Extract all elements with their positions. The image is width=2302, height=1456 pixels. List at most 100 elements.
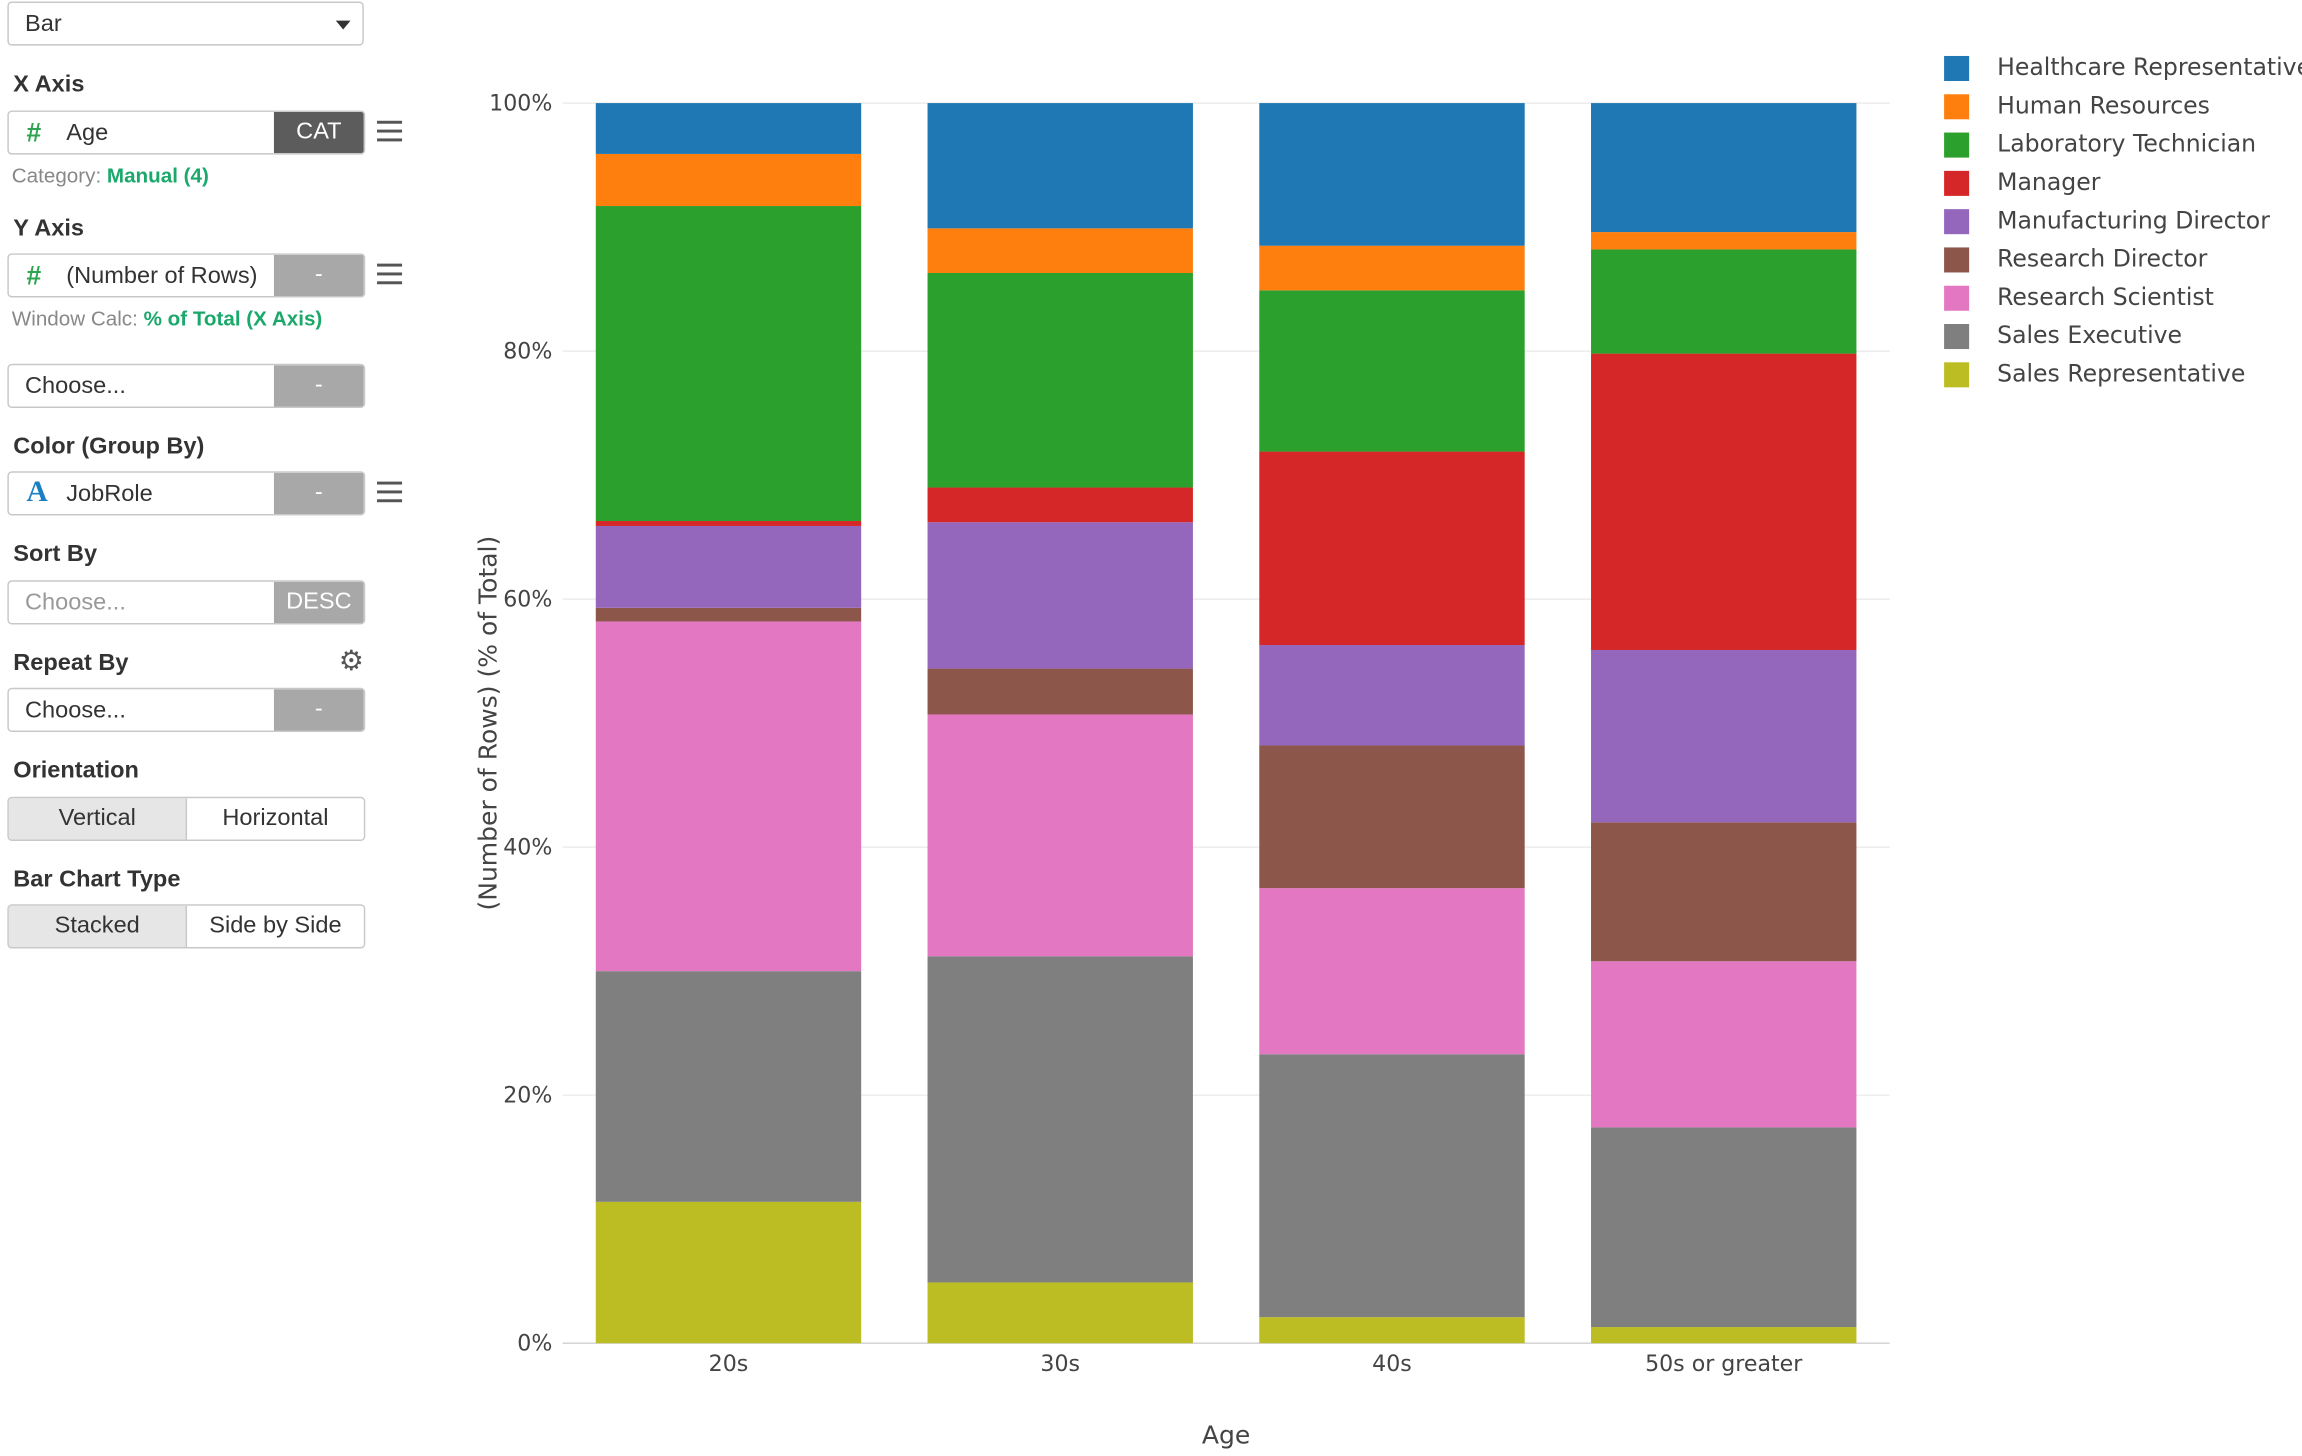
gear-icon[interactable]: ⚙ bbox=[338, 646, 364, 678]
bar-segment bbox=[1591, 1127, 1857, 1328]
bar-segment bbox=[1591, 649, 1857, 823]
legend-swatch bbox=[1944, 285, 1970, 311]
hamburger-menu-icon[interactable] bbox=[377, 120, 403, 142]
extra-y-field[interactable]: Choose... - bbox=[7, 363, 366, 408]
bar-segment bbox=[595, 153, 862, 207]
sort-field[interactable]: Choose... DESC bbox=[7, 580, 366, 625]
x-axis-category-link[interactable]: Manual (4) bbox=[106, 163, 209, 188]
y-tick-label: 80% bbox=[503, 338, 552, 364]
bar-segment bbox=[1591, 232, 1857, 250]
bar-type-title: Bar Chart Type bbox=[13, 867, 181, 893]
bar-segment bbox=[927, 714, 1193, 957]
bar-segment bbox=[595, 971, 862, 1202]
bar-segment bbox=[1259, 290, 1525, 452]
bar-segment bbox=[927, 487, 1193, 523]
repeat-button[interactable]: - bbox=[273, 689, 364, 731]
legend-label: Research Director bbox=[1997, 244, 2208, 273]
bar-segment bbox=[927, 272, 1193, 488]
y-axis-field-label: (Number of Rows) bbox=[66, 263, 258, 289]
x-axis-field-label: Age bbox=[66, 120, 109, 146]
orientation-title: Orientation bbox=[13, 758, 139, 784]
chart-type-select[interactable]: Bar bbox=[7, 1, 364, 46]
chart-config-panel: Bar X Axis # Age CAT Category: Manual (4… bbox=[0, 0, 427, 1454]
legend-label: Research Scientist bbox=[1997, 282, 2214, 311]
legend-swatch bbox=[1944, 94, 1970, 120]
bar-segment bbox=[595, 607, 862, 622]
legend-swatch bbox=[1944, 362, 1970, 388]
legend-label: Sales Representative bbox=[1997, 359, 2246, 388]
bar-segment bbox=[927, 1282, 1193, 1344]
y-axis-window-calc-note: Window Calc: % of Total (X Axis) bbox=[12, 306, 323, 330]
y-axis-title: (Number of Rows) (% of Total) bbox=[473, 536, 502, 911]
legend-label: Manager bbox=[1997, 167, 2101, 196]
extra-y-button[interactable]: - bbox=[273, 365, 364, 407]
bar-segment bbox=[595, 1201, 862, 1344]
orientation-vertical[interactable]: Vertical bbox=[8, 798, 186, 840]
bar-segment bbox=[927, 956, 1193, 1283]
bar-segment bbox=[927, 522, 1193, 669]
bar-type-side-by-side[interactable]: Side by Side bbox=[185, 905, 364, 948]
orientation-horizontal[interactable]: Horizontal bbox=[185, 798, 364, 840]
bar-segment bbox=[595, 206, 862, 522]
bar-segment bbox=[1259, 245, 1525, 291]
bar-segment bbox=[1591, 353, 1857, 650]
repeat-field[interactable]: Choose... - bbox=[7, 687, 366, 732]
repeat-title: Repeat By bbox=[13, 650, 129, 677]
bar-segment bbox=[595, 521, 862, 526]
bar-segment bbox=[1591, 249, 1857, 354]
chart-type-value: Bar bbox=[25, 11, 62, 37]
bar-segment bbox=[595, 525, 862, 608]
legend-label: Healthcare Representative bbox=[1997, 53, 2302, 82]
hamburger-menu-icon[interactable] bbox=[377, 263, 403, 285]
x-tick-label: 40s bbox=[1372, 1351, 1412, 1377]
y-axis-title: Y Axis bbox=[13, 216, 84, 242]
sort-placeholder: Choose... bbox=[25, 590, 126, 616]
orientation-toggle[interactable]: Vertical Horizontal bbox=[7, 796, 366, 841]
legend-swatch bbox=[1944, 132, 1970, 158]
bar-segment bbox=[1259, 451, 1525, 646]
bar-segment bbox=[1591, 1327, 1857, 1344]
bar-segment bbox=[1259, 1054, 1525, 1318]
x-tick-label: 50s or greater bbox=[1645, 1351, 1803, 1377]
bar-segment bbox=[595, 621, 862, 972]
hash-icon: # bbox=[26, 260, 42, 291]
bar-segment bbox=[595, 103, 862, 154]
legend-swatch bbox=[1944, 209, 1970, 235]
bar-segment bbox=[1591, 961, 1857, 1128]
caret-down-icon bbox=[335, 20, 351, 30]
legend-swatch bbox=[1944, 324, 1970, 350]
x-tick-label: 20s bbox=[709, 1351, 749, 1377]
color-field-label: JobRole bbox=[66, 481, 153, 507]
color-button[interactable]: - bbox=[273, 472, 364, 515]
x-axis-cat-button[interactable]: CAT bbox=[273, 111, 364, 154]
y-axis-field[interactable]: # (Number of Rows) - bbox=[7, 253, 366, 298]
y-axis-agg-button[interactable]: - bbox=[273, 254, 364, 297]
bar-segment bbox=[1259, 888, 1525, 1055]
legend-label: Manufacturing Director bbox=[1997, 206, 2270, 235]
bar-segment bbox=[1591, 103, 1857, 233]
bar-segment bbox=[927, 103, 1193, 229]
color-title: Color (Group By) bbox=[13, 434, 205, 460]
x-axis-field[interactable]: # Age CAT bbox=[7, 110, 366, 155]
extra-y-placeholder: Choose... bbox=[25, 374, 126, 400]
x-tick-label: 30s bbox=[1040, 1351, 1080, 1377]
sort-desc-button[interactable]: DESC bbox=[273, 581, 364, 623]
x-axis-title: Age bbox=[1202, 1420, 1250, 1449]
color-field[interactable]: A JobRole - bbox=[7, 471, 366, 516]
hamburger-menu-icon[interactable] bbox=[377, 481, 403, 503]
y-axis-window-calc-link[interactable]: % of Total (X Axis) bbox=[143, 306, 323, 330]
y-tick-label: 60% bbox=[503, 586, 552, 612]
bar-type-toggle[interactable]: Stacked Side by Side bbox=[7, 904, 366, 949]
sort-title: Sort By bbox=[13, 541, 98, 568]
bar-type-stacked[interactable]: Stacked bbox=[8, 905, 186, 948]
legend-label: Sales Executive bbox=[1997, 321, 2183, 350]
bar-segment bbox=[1259, 645, 1525, 746]
x-axis-note-label: Category: bbox=[11, 163, 102, 188]
chart-svg: 0% 20% 40% 60% 80% 100% 20s 30s 40s 50s or greate… bbox=[473, 90, 1890, 1449]
y-tick-label: 0% bbox=[517, 1331, 552, 1357]
bar-segment bbox=[1259, 1317, 1525, 1344]
legend-label: Human Resources bbox=[1997, 91, 2210, 120]
y-tick-label: 40% bbox=[503, 835, 552, 861]
bar-segment bbox=[1259, 745, 1525, 889]
